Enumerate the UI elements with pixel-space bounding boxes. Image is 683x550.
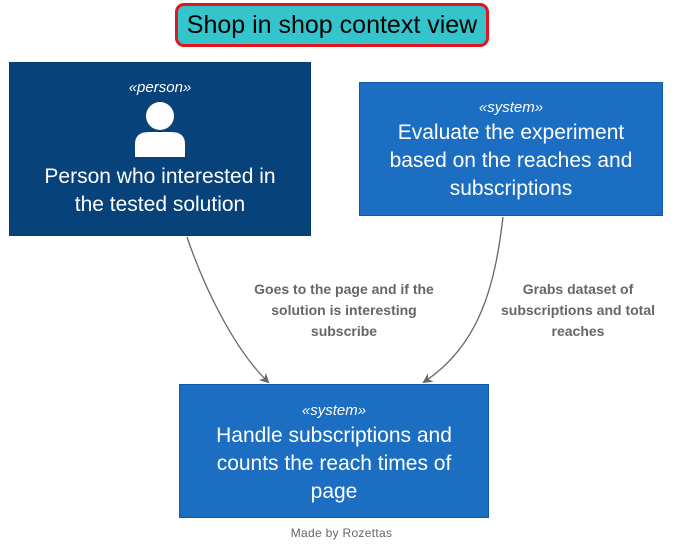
person-label: Person who interested in the tested solu… [44,163,275,219]
diagram-title: Shop in shop context view [175,3,489,47]
evaluate-stereotype: «system» [478,99,544,116]
person-label-line: Person who interested in [44,165,276,188]
handle-label-line: page [310,480,358,503]
handle-label: Handle subscriptions and counts the reac… [216,422,452,506]
evaluate-label-line: subscriptions [449,177,573,200]
edge-label-person-to-handle: Goes to the page and if the solution is … [230,279,458,342]
person-icon [135,102,185,157]
handle-stereotype: «system» [301,402,367,419]
edge-label-line: reaches [551,323,605,339]
handle-system-node[interactable]: «system» Handle subscriptions and counts… [179,384,489,518]
edge-person-to-handle [186,236,270,384]
handle-label-line: counts the reach times of [216,452,452,475]
evaluate-label-line: based on the reaches and [389,149,633,172]
evaluate-label: Evaluate the experiment based on the rea… [390,119,633,203]
edge-label-line: solution is interesting [271,302,417,318]
person-label-line: the tested solution [74,193,246,216]
evaluate-label-line: Evaluate the experiment [397,121,625,144]
edge-label-evaluate-to-handle: Grabs dataset of subscriptions and total… [484,279,672,342]
edge-label-line: Goes to the page and if the [254,281,434,297]
edge-label-line: subscriptions and total [500,302,655,318]
edge-label-line: subscribe [310,323,378,339]
edge-evaluate-to-handle [422,216,504,384]
evaluate-system-node[interactable]: «system» Evaluate the experiment based o… [359,82,663,216]
footer-credit: Made by Rozettas [290,526,393,540]
person-node[interactable]: «person» Person who interested in the te… [9,62,311,236]
edge-label-line: Grabs dataset of [522,281,634,297]
handle-label-line: Handle subscriptions and [216,424,452,447]
person-stereotype: «person» [128,79,192,96]
